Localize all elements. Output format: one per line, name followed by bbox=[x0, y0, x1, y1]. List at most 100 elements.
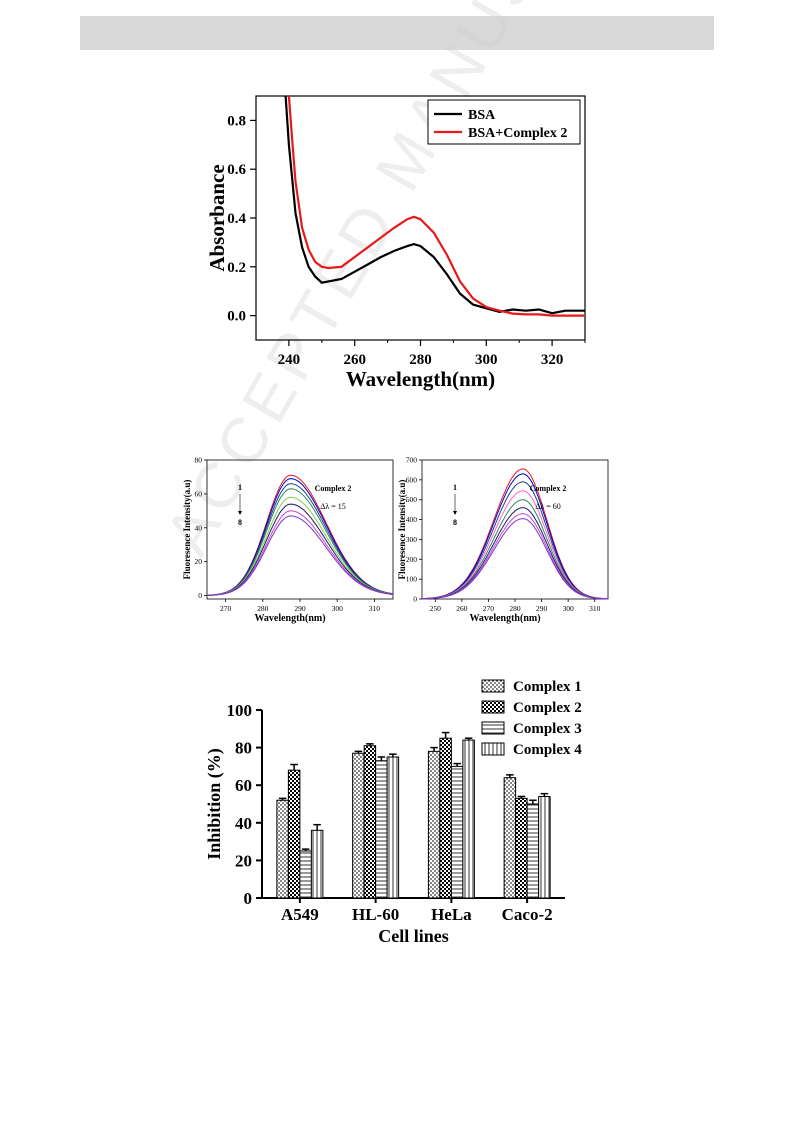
x-tick-label: 310 bbox=[369, 604, 381, 613]
y-tick-label: 200 bbox=[406, 555, 418, 564]
annotation-delta: Δλ = 60 bbox=[535, 502, 561, 511]
y-tick-label: 0 bbox=[244, 889, 253, 908]
bar bbox=[427, 750, 441, 899]
legend-label: Complex 4 bbox=[513, 742, 582, 758]
y-tick-label: 0.6 bbox=[227, 162, 246, 178]
y-tick-label: 80 bbox=[195, 456, 203, 465]
arrow-head bbox=[453, 511, 457, 515]
x-tick-label: Caco-2 bbox=[502, 905, 553, 924]
inhibition-bar-chart: 0 20 40 60 80 100 Inhibition (%) A549 HL-60 HeLa C… bbox=[204, 679, 582, 946]
y-axis-label: Fluoresence Intensity(a.u) bbox=[397, 480, 407, 580]
y-tick-label: 0.8 bbox=[227, 113, 246, 129]
x-tick-label: 290 bbox=[294, 604, 306, 613]
x-tick-label: 280 bbox=[509, 604, 521, 613]
y-axis-label: Fluoresence Intensity(a.u) bbox=[182, 480, 192, 580]
y-tick-label: 300 bbox=[406, 535, 418, 544]
bar bbox=[450, 765, 464, 899]
x-tick-label: 290 bbox=[536, 604, 548, 613]
legend-label: Complex 1 bbox=[513, 679, 582, 695]
legend-label: BSA bbox=[468, 108, 496, 123]
legend-swatch bbox=[481, 700, 505, 714]
x-tick-label: 280 bbox=[257, 604, 269, 613]
y-tick-label: 40 bbox=[195, 523, 203, 532]
y-tick-label: 60 bbox=[235, 776, 252, 795]
series-line bbox=[421, 513, 608, 600]
fluorescence-chart-dl15: 270 280 290 300 310 0 20 40 60 80 Wavelength(nm) Fl… bbox=[182, 456, 394, 624]
bar bbox=[310, 829, 324, 899]
bar bbox=[352, 752, 365, 899]
annotation-label: Complex 2 bbox=[315, 484, 352, 493]
x-tick-label: 280 bbox=[409, 352, 432, 368]
x-tick-label: 300 bbox=[563, 604, 575, 613]
x-tick-label: A549 bbox=[281, 905, 319, 924]
y-tick-label: 0.2 bbox=[227, 260, 246, 276]
bar bbox=[503, 777, 517, 899]
header-band bbox=[80, 16, 714, 50]
x-tick-label: 240 bbox=[278, 352, 301, 368]
x-tick-label: 300 bbox=[332, 604, 344, 613]
y-tick-label: 20 bbox=[195, 557, 203, 566]
series-line bbox=[206, 474, 394, 596]
bar bbox=[276, 799, 289, 899]
series-line bbox=[422, 499, 608, 600]
bar bbox=[515, 797, 528, 899]
y-tick-label: 80 bbox=[235, 739, 252, 758]
series-line bbox=[421, 481, 609, 600]
y-tick-label: 100 bbox=[406, 575, 418, 584]
y-axis-label: Absorbance bbox=[205, 164, 229, 271]
legend-label: BSA+Complex 2 bbox=[468, 126, 567, 141]
x-axis-label: Wavelength(nm) bbox=[346, 367, 495, 391]
x-tick-label: 270 bbox=[483, 604, 495, 613]
y-tick-label: 0.4 bbox=[227, 211, 246, 227]
x-tick-label: 250 bbox=[430, 604, 442, 613]
legend-swatch bbox=[481, 721, 505, 735]
y-tick-label: 500 bbox=[406, 495, 418, 504]
arrow-label-bottom: 8 bbox=[453, 518, 457, 527]
y-tick-label: 60 bbox=[195, 489, 203, 498]
bar bbox=[538, 795, 551, 899]
series-line bbox=[206, 503, 394, 596]
bar bbox=[299, 850, 312, 899]
x-tick-label: 260 bbox=[343, 352, 366, 368]
bar bbox=[363, 745, 377, 899]
absorbance-chart: 240 260 280 300 320 0.0 0.2 0.4 0.6 0.8 Wavelength… bbox=[205, 95, 586, 391]
legend-swatch bbox=[481, 679, 505, 693]
y-tick-label: 600 bbox=[406, 475, 418, 484]
bar bbox=[287, 769, 301, 899]
legend-box bbox=[427, 99, 581, 145]
legend-label: Complex 3 bbox=[513, 721, 582, 737]
x-tick-label: 270 bbox=[220, 604, 232, 613]
plot-frame bbox=[421, 459, 609, 600]
x-axis-label: Wavelength(nm) bbox=[254, 613, 325, 624]
arrow-head bbox=[238, 511, 242, 515]
series-line bbox=[422, 490, 608, 600]
bar bbox=[439, 737, 452, 899]
bar bbox=[375, 760, 388, 899]
y-tick-label: 100 bbox=[227, 701, 253, 720]
y-tick-label: 400 bbox=[406, 515, 418, 524]
x-axis-label: Wavelength(nm) bbox=[469, 613, 540, 624]
y-tick-label: 40 bbox=[235, 814, 252, 833]
fluorescence-chart-dl60: 250 260 270 280 290 300 310 0 100 200 300 400 500 600… bbox=[397, 456, 609, 624]
y-tick-label: 0.0 bbox=[227, 309, 246, 325]
series-line bbox=[206, 496, 394, 596]
series-line bbox=[422, 518, 609, 600]
arrow-label-top: 1 bbox=[453, 483, 457, 492]
bar bbox=[386, 756, 400, 899]
bar bbox=[462, 739, 475, 899]
x-tick-label: 300 bbox=[475, 352, 498, 368]
legend-swatch bbox=[481, 742, 505, 756]
x-tick-label: HL-60 bbox=[352, 905, 399, 924]
series-line bbox=[284, 96, 585, 315]
bar bbox=[526, 803, 540, 899]
y-tick-label: 0 bbox=[198, 591, 202, 600]
x-tick-label: 260 bbox=[456, 604, 468, 613]
x-tick-label: 320 bbox=[541, 352, 564, 368]
series-line bbox=[207, 515, 394, 596]
series-line bbox=[287, 96, 585, 317]
series-line bbox=[421, 468, 609, 600]
series-line bbox=[206, 478, 394, 596]
x-tick-label: 310 bbox=[589, 604, 601, 613]
legend-label: Complex 2 bbox=[513, 700, 582, 716]
x-axis-label: Cell lines bbox=[378, 926, 449, 946]
